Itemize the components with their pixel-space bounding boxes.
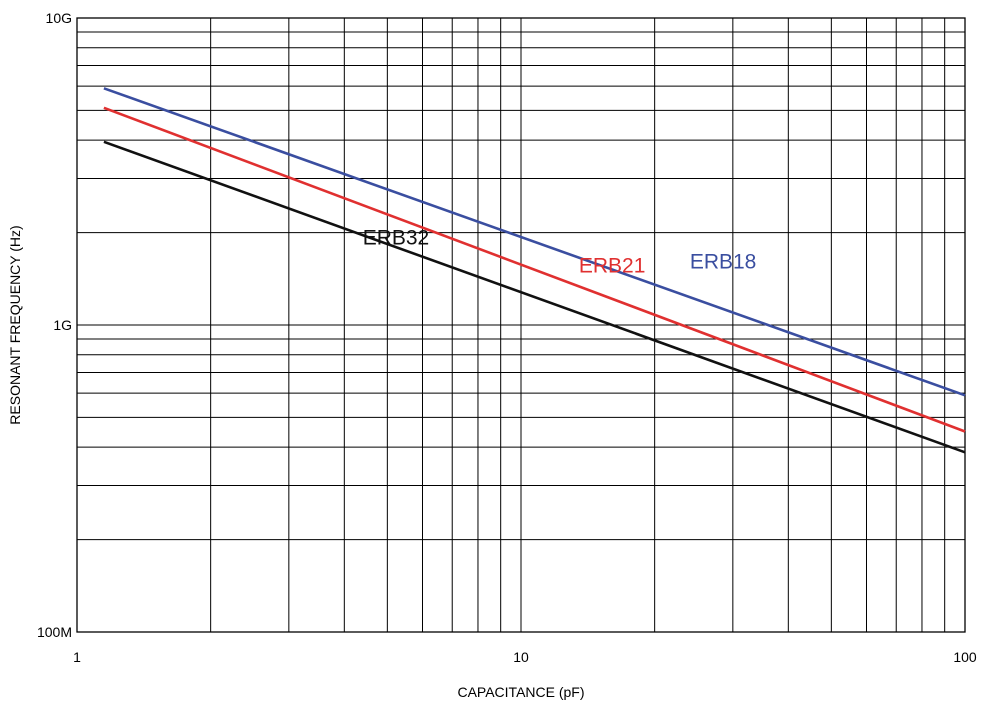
x-tick-labels: 1 10 100 (73, 649, 977, 665)
y-tick-labels: 100M 1G 10G (37, 10, 72, 640)
series-line-erb32 (103, 140, 966, 454)
y-tick-label: 100M (37, 624, 72, 640)
x-tick-label: 1 (73, 649, 81, 665)
series-lines (103, 87, 966, 454)
y-tick-label: 10G (46, 10, 72, 26)
y-tick-label: 1G (53, 317, 72, 333)
plot-frame (76, 17, 966, 633)
grid (77, 18, 965, 632)
series-label-erb32: ERB32 (363, 226, 430, 249)
series-line-erb21 (103, 106, 966, 433)
x-axis-title: CAPACITANCE (pF) (457, 684, 584, 700)
y-axis-title: RESONANT FREQUENCY (Hz) (7, 225, 23, 424)
x-tick-label: 100 (953, 649, 977, 665)
series-label-erb21: ERB21 (579, 255, 646, 278)
series-line-erb18 (103, 87, 966, 397)
x-tick-label: 10 (513, 649, 529, 665)
series-label-erb18: ERB18 (690, 250, 757, 273)
series-labels: ERB18 ERB21 ERB32 (363, 226, 757, 277)
